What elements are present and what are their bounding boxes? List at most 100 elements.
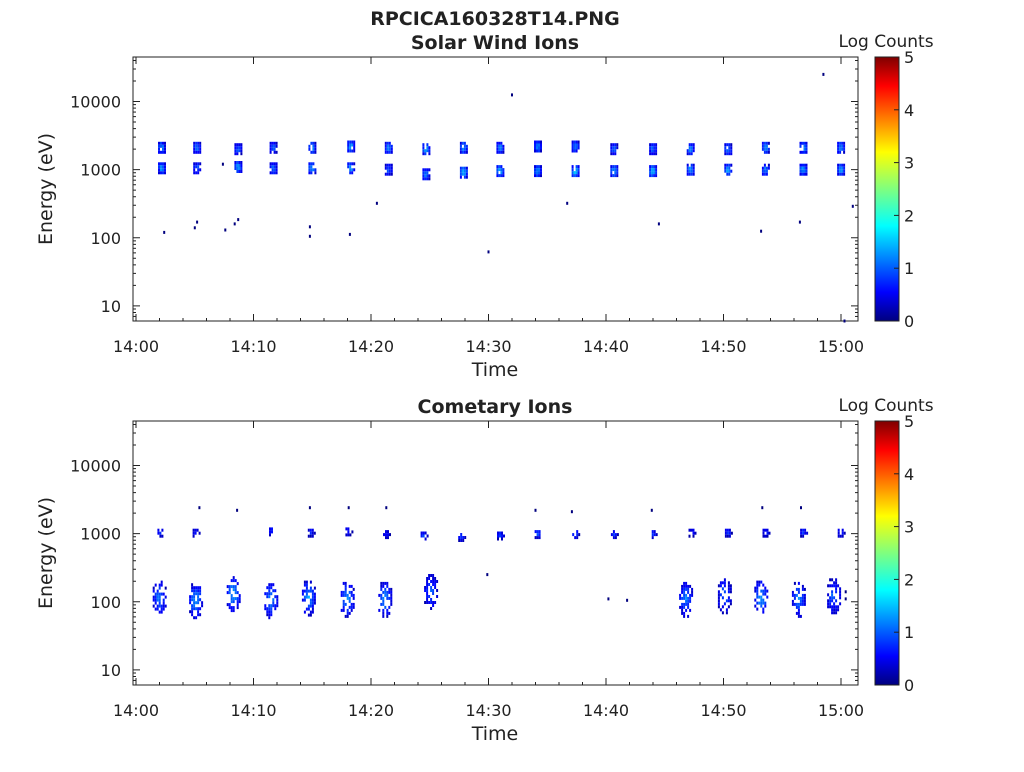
count-pixel	[536, 174, 538, 178]
count-pixel	[390, 593, 393, 597]
count-pixel	[344, 593, 347, 597]
count-pixel	[835, 587, 838, 591]
count-pixel	[272, 601, 275, 605]
count-pixel	[534, 165, 536, 169]
count-pixel	[197, 613, 200, 617]
count-pixel	[689, 599, 692, 603]
count-pixel	[458, 536, 461, 539]
count-pixel	[158, 168, 160, 172]
count-pixel	[717, 593, 720, 597]
count-pixel	[434, 580, 437, 583]
count-pixel	[511, 93, 513, 97]
y-tick-label: 100	[90, 229, 121, 248]
count-pixel	[721, 587, 724, 591]
count-pixel	[426, 589, 429, 592]
count-pixel	[163, 230, 166, 234]
count-pixel	[380, 587, 383, 591]
count-pixel	[232, 588, 235, 592]
count-pixel	[426, 580, 429, 583]
count-pixel	[766, 589, 769, 593]
count-pixel	[687, 587, 690, 591]
count-pixel	[234, 579, 237, 583]
count-pixel	[305, 580, 308, 584]
count-pixel	[428, 152, 431, 156]
count-pixel	[573, 146, 576, 150]
count-pixel	[189, 598, 192, 602]
count-pixel	[164, 165, 166, 169]
count-pixel	[655, 174, 658, 178]
count-pixel	[189, 595, 192, 599]
count-pixel	[195, 141, 198, 145]
count-pixel	[465, 147, 468, 151]
count-pixel	[758, 583, 761, 587]
count-pixel	[350, 584, 353, 588]
count-pixel	[726, 149, 729, 153]
count-pixel	[717, 605, 720, 609]
x-tick-label: 14:20	[348, 701, 394, 720]
count-pixel	[649, 174, 652, 178]
count-pixel	[612, 149, 615, 153]
count-pixel	[573, 143, 576, 147]
count-pixel	[390, 147, 393, 151]
count-pixel	[311, 528, 314, 532]
count-pixel	[496, 147, 499, 151]
count-pixel	[348, 232, 351, 236]
count-pixel	[191, 586, 194, 590]
count-pixel	[158, 144, 160, 148]
count-pixel	[386, 614, 389, 618]
count-pixel	[727, 587, 730, 591]
count-pixel	[500, 147, 503, 151]
count-pixel	[841, 534, 844, 538]
count-pixel	[577, 146, 580, 150]
count-pixel	[309, 531, 312, 535]
count-pixel	[841, 141, 844, 145]
count-pixel	[388, 141, 391, 145]
count-pixel	[195, 150, 198, 154]
colorbar-label: Log Counts	[838, 32, 933, 52]
count-pixel	[761, 147, 764, 151]
count-pixel	[839, 172, 842, 176]
count-pixel	[193, 586, 196, 590]
count-pixel	[426, 577, 429, 580]
count-pixel	[653, 143, 656, 147]
count-pixel	[575, 149, 578, 153]
count-pixel	[805, 144, 808, 148]
count-pixel	[353, 140, 356, 144]
count-pixel	[154, 583, 157, 587]
count-pixel	[765, 172, 768, 176]
count-pixel	[158, 604, 161, 608]
count-pixel	[428, 583, 431, 586]
count-pixel	[384, 172, 387, 176]
count-pixel	[614, 143, 617, 147]
count-pixel	[346, 608, 349, 612]
count-pixel	[390, 602, 393, 606]
count-pixel	[799, 166, 802, 170]
count-pixel	[723, 581, 726, 585]
count-pixel	[612, 143, 615, 147]
count-pixel	[428, 177, 431, 181]
colorbar-ticks: 0 1 2 3 4 5	[894, 412, 914, 695]
count-pixel	[497, 537, 499, 541]
count-pixel	[649, 165, 652, 169]
count-pixel	[375, 201, 378, 205]
count-pixel	[765, 150, 768, 154]
count-pixel	[571, 168, 574, 172]
count-pixel	[351, 171, 354, 175]
count-pixel	[763, 150, 766, 154]
count-pixel	[837, 528, 840, 532]
count-pixel	[765, 141, 768, 145]
count-pixel	[348, 590, 351, 594]
count-pixel	[197, 162, 200, 166]
count-pixel	[843, 150, 846, 154]
count-pixel	[236, 603, 239, 607]
count-pixel	[350, 602, 353, 606]
count-pixel	[305, 586, 308, 590]
count-pixel	[536, 165, 538, 169]
count-pixel	[655, 168, 658, 172]
count-pixel	[764, 528, 767, 532]
count-pixel	[534, 171, 536, 175]
count-pixel	[380, 593, 383, 597]
count-pixel	[651, 171, 654, 175]
count-pixel	[501, 537, 503, 541]
count-pixel	[382, 590, 385, 594]
